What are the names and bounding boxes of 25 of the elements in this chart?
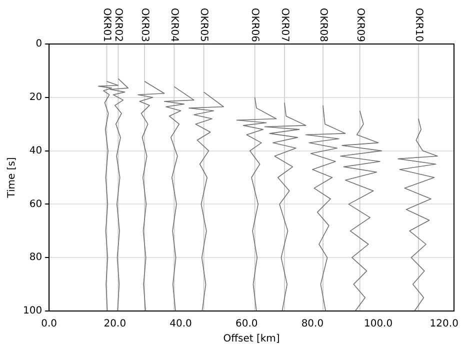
x-tick-label: 100.0	[364, 318, 393, 330]
ref-line-label: OKR04	[168, 8, 180, 42]
x-tick-label: 120.0	[430, 318, 458, 330]
y-tick-label: 100	[22, 306, 42, 317]
ref-line-label: OKR08	[317, 8, 328, 42]
x-tick-label: 80.0	[301, 318, 324, 330]
ref-line-label: OKR09	[354, 8, 366, 42]
ref-line-label: OKR07	[278, 8, 290, 42]
y-tick-label: 40	[29, 145, 42, 156]
y-tick-label: 20	[29, 92, 42, 103]
x-axis-title: Offset [km]	[223, 334, 280, 345]
y-tick-label: 0	[36, 38, 42, 50]
x-tick-label: 20.0	[104, 318, 126, 330]
x-tick-label: 60.0	[235, 318, 258, 330]
x-tick-label: 40.0	[170, 318, 192, 330]
ref-line-label: OKR02	[112, 8, 124, 42]
ref-line-label: OKR06	[249, 8, 260, 42]
y-axis-title: Time [s]	[6, 157, 18, 199]
y-tick-label: 80	[29, 252, 42, 264]
ref-line-label: OKR03	[138, 8, 150, 42]
ref-line-label: OKR10	[412, 8, 424, 42]
x-tick-label: 0.0	[41, 318, 58, 330]
ref-line-label: OKR01	[101, 8, 112, 42]
ref-line-label: OKR05	[198, 8, 210, 42]
y-tick-label: 60	[29, 198, 42, 210]
